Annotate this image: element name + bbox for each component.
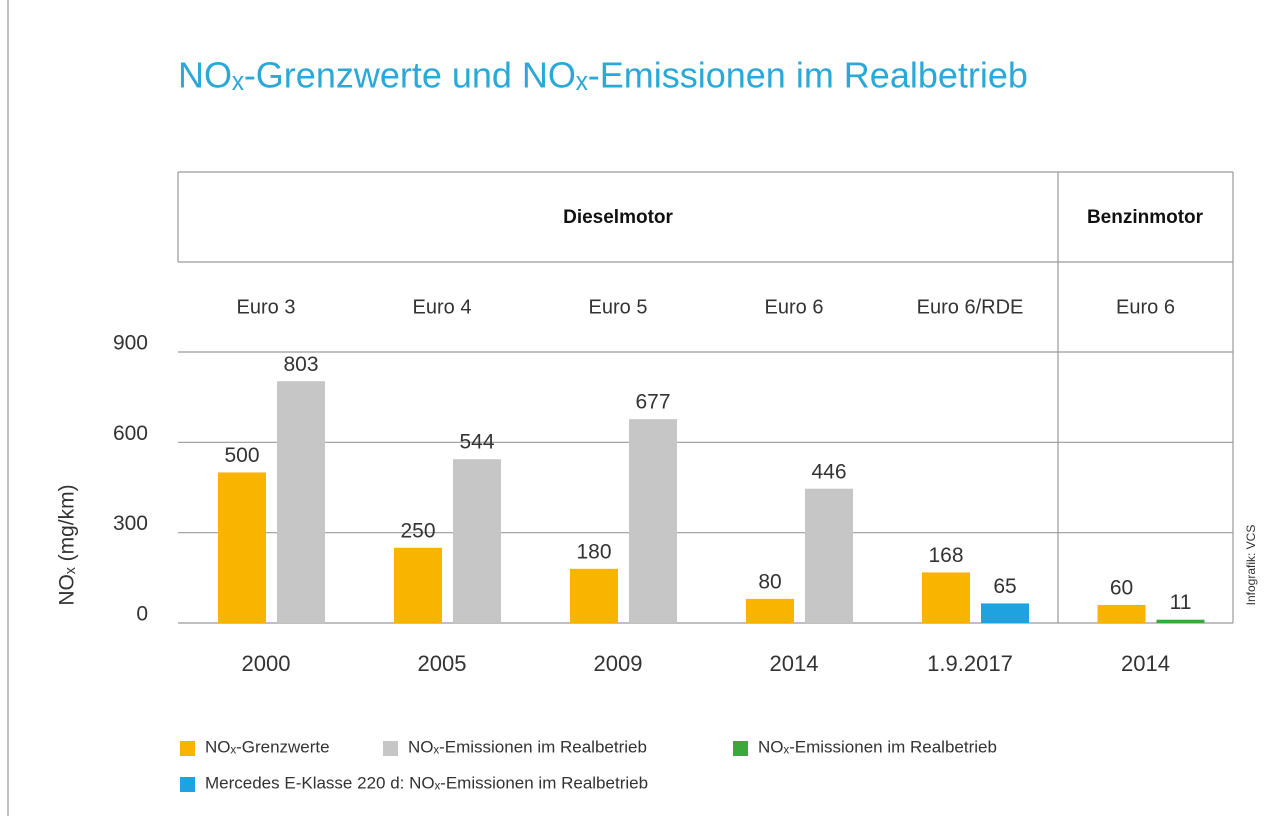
x-tick-label: 2005 (418, 651, 467, 676)
legend-label: NOₓ-Emissionen im Realbetrieb (758, 737, 997, 756)
bar (394, 547, 442, 623)
group-label: Euro 4 (413, 296, 472, 318)
legend-label: NOₓ-Emissionen im Realbetrieb (408, 737, 647, 756)
legend-swatch (733, 741, 748, 756)
x-tick-label: 2000 (242, 651, 291, 676)
data-label: 803 (283, 353, 318, 376)
y-axis-label: NOₓ (mg/km) (56, 484, 79, 605)
group-label: Euro 3 (237, 296, 296, 318)
bar (218, 472, 266, 623)
data-label: 677 (635, 391, 670, 414)
data-label: 60 (1110, 576, 1133, 599)
data-label: 168 (928, 544, 963, 567)
y-tick-label: 900 (113, 332, 148, 355)
data-label: 446 (811, 460, 846, 483)
x-tick-label: 2009 (594, 651, 643, 676)
bar (629, 419, 677, 623)
group-label: Euro 6 (1116, 296, 1175, 318)
data-label: 80 (758, 570, 781, 593)
bar (746, 598, 794, 623)
bar (1156, 619, 1205, 623)
y-tick-label: 600 (113, 422, 148, 445)
bar (981, 603, 1029, 623)
bar (922, 572, 970, 623)
x-tick-label: 1.9.2017 (927, 651, 1013, 676)
y-tick-label: 0 (136, 603, 148, 626)
bar (453, 459, 501, 623)
legend-label: NOₓ-Grenzwerte (205, 737, 330, 756)
data-label: 250 (400, 519, 435, 542)
group-label: Euro 6 (765, 296, 824, 318)
data-label: 11 (1170, 591, 1192, 614)
legend-swatch (180, 741, 195, 756)
group-label: Euro 5 (589, 296, 648, 318)
chart-title: NOₓ-Grenzwerte und NOₓ-Emissionen im Rea… (178, 55, 1028, 96)
credit: Infografik: VCS (1244, 525, 1258, 606)
section-label: Benzinmotor (1087, 207, 1204, 228)
bar (1097, 604, 1146, 623)
x-tick-label: 2014 (770, 651, 819, 676)
bar (805, 488, 853, 623)
legend-label: Mercedes E-Klasse 220 d: NOₓ-Emissionen … (205, 773, 648, 792)
data-label: 500 (224, 444, 259, 467)
legend-swatch (180, 777, 195, 792)
data-label: 544 (459, 431, 494, 454)
legend-swatch (383, 741, 398, 756)
data-label: 65 (993, 575, 1016, 598)
x-tick-label: 2014 (1121, 651, 1170, 676)
bar (277, 381, 325, 623)
bar (570, 568, 618, 623)
data-label: 180 (576, 540, 611, 563)
y-tick-label: 300 (113, 512, 148, 535)
group-label: Euro 6/RDE (917, 296, 1024, 318)
section-label: Dieselmotor (563, 207, 673, 228)
